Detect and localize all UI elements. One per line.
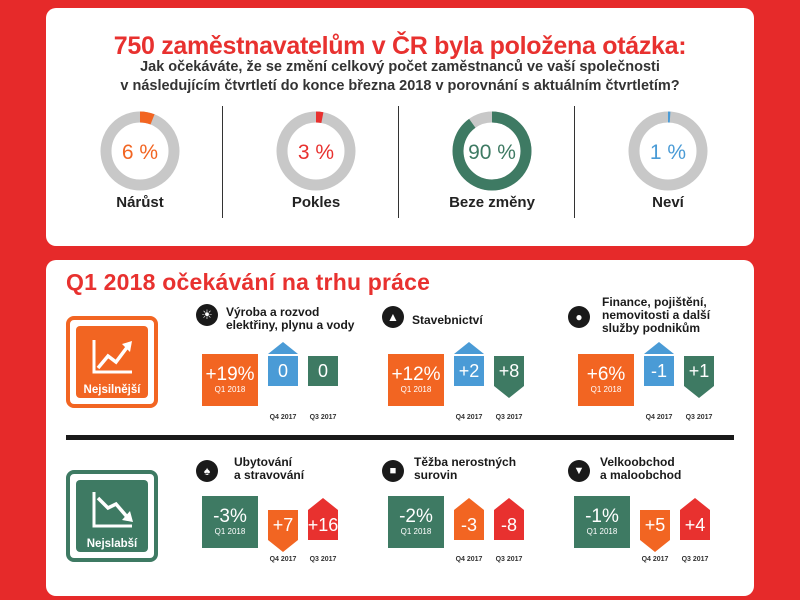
- trend-up-arrow: [268, 342, 298, 354]
- chart-up-icon: Nejsilnější: [76, 326, 148, 398]
- donut-chart-no-change: 90 %: [452, 111, 532, 191]
- q4-caption: Q4 2017: [645, 414, 673, 421]
- q1-value-box: -2% Q1 2018: [388, 496, 444, 548]
- divider: [398, 106, 399, 218]
- q3-caption: Q3 2017: [681, 556, 709, 563]
- q4-value-box: +7: [268, 510, 298, 540]
- answer-value-increase: 6 %: [122, 141, 158, 164]
- q1-value-box: +12% Q1 2018: [388, 354, 444, 406]
- sector-mining: ■ Těžba nerostných surovin -2% Q1 2018 -3 …: [382, 456, 582, 596]
- q1-value-box: -3% Q1 2018: [202, 496, 258, 548]
- trend-up-arrow: [308, 498, 338, 510]
- q4-value-box: -1: [644, 356, 674, 386]
- strongest-label: Nejsilnější: [83, 384, 141, 396]
- answer-value-decrease: 3 %: [298, 141, 334, 164]
- q4-caption: Q4 2017: [269, 556, 297, 563]
- sector-construction: ▲ Stavebnictví +12% Q1 2018 +2 +8 Q4 2017…: [382, 304, 582, 444]
- q3-caption: Q3 2017: [309, 556, 337, 563]
- trend-up-arrow: [454, 342, 484, 354]
- answer-value-dont-know: 1 %: [650, 141, 686, 164]
- donut-arc-increase: [100, 111, 180, 191]
- trend-down-arrow: [640, 540, 670, 552]
- weakest-badge: Nejslabší: [66, 470, 158, 562]
- survey-question-line2: v následujícím čtvrtletí do konce března…: [120, 78, 680, 94]
- donut-arc-dont-know: [628, 111, 708, 191]
- traffic-cone-icon: ▲: [382, 306, 404, 328]
- trend-up-arrow: [494, 498, 524, 510]
- trend-down-arrow: [684, 386, 714, 398]
- donut-chart-decrease: 3 %: [276, 111, 356, 191]
- sector-name: Finance, pojištění, nemovitosti a další sl…: [602, 295, 711, 335]
- piggy-bank-icon: ●: [568, 306, 590, 328]
- q3-value-box: +1: [684, 356, 714, 386]
- q1-value-box: +19% Q1 2018: [202, 354, 258, 406]
- q3-caption: Q3 2017: [495, 556, 523, 563]
- answer-label-no-change: Beze změny: [449, 194, 535, 211]
- q4-value-box: +2: [454, 356, 484, 386]
- divider: [574, 106, 575, 218]
- answer-label-dont-know: Neví: [652, 194, 684, 211]
- answer-decrease: 3 % Pokles: [228, 108, 404, 223]
- sector-name: Výroba a rozvod elektřiny, plynu a vody: [226, 305, 355, 332]
- answer-label-decrease: Pokles: [291, 194, 341, 211]
- q3-caption: Q3 2017: [685, 414, 713, 421]
- q3-caption: Q3 2017: [495, 414, 523, 421]
- outlook-title: Q1 2018 očekávání na trhu práce: [66, 269, 431, 295]
- q4-caption: Q4 2017: [641, 556, 669, 563]
- section-divider: [66, 435, 734, 440]
- q4-caption: Q4 2017: [455, 556, 483, 563]
- answer-value-no-change: 90 %: [468, 141, 516, 164]
- q3-value-box: 0: [308, 356, 338, 386]
- answer-no-change: 90 % Beze změny: [404, 108, 580, 223]
- weakest-label: Nejslabší: [86, 538, 138, 550]
- shopping-cart-icon: ▼: [568, 460, 590, 482]
- trend-up-arrow: [680, 498, 710, 510]
- bottle-icon: ♠: [196, 460, 218, 482]
- trend-down-arrow: [268, 540, 298, 552]
- q1-value-box: +6% Q1 2018: [578, 354, 634, 406]
- q3-value-box: +4: [680, 510, 710, 540]
- divider: [222, 106, 223, 218]
- trend-down-arrow: [494, 386, 524, 398]
- q3-value-box: -8: [494, 510, 524, 540]
- sector-name: Velkoobchod a maloobchod: [600, 455, 682, 482]
- survey-title: 750 zaměstnavatelům v ČR byla položena o…: [113, 32, 687, 60]
- trend-up-arrow: [454, 498, 484, 510]
- answer-label-increase: Nárůst: [116, 194, 164, 211]
- q3-value-box: +16: [308, 510, 338, 540]
- q1-value-box: -1% Q1 2018: [574, 496, 630, 548]
- survey-panel: 750 zaměstnavatelům v ČR byla položena o…: [46, 8, 754, 246]
- donut-chart-increase: 6 %: [100, 111, 180, 191]
- lightbulb-icon: ☀: [196, 304, 218, 326]
- q3-caption: Q3 2017: [309, 414, 337, 421]
- sector-name: Ubytování a stravování: [234, 455, 305, 482]
- donut-arc-no-change: [452, 111, 532, 191]
- q4-value-box: 0: [268, 356, 298, 386]
- sector-finance: ● Finance, pojištění, nemovitosti a další…: [568, 296, 768, 436]
- outlook-panel: Q1 2018 očekávání na trhu práce Nejsilně…: [46, 260, 754, 596]
- answer-increase: 6 % Nárůst: [52, 108, 228, 223]
- sector-name: Těžba nerostných surovin: [414, 455, 517, 482]
- survey-question-line1: Jak očekáváte, že se změní celkový počet…: [140, 59, 660, 75]
- sector-energy: ☀ Výroba a rozvod elektřiny, plynu a vody…: [196, 304, 396, 444]
- strongest-badge: Nejsilnější: [66, 316, 158, 408]
- q4-value-box: +5: [640, 510, 670, 540]
- mining-truck-icon: ■: [382, 460, 404, 482]
- chart-down-icon: Nejslabší: [76, 480, 148, 552]
- sector-name: Stavebnictví: [412, 313, 483, 327]
- q4-caption: Q4 2017: [455, 414, 483, 421]
- sector-trade: ▼ Velkoobchod a maloobchod -1% Q1 2018 +5 …: [568, 456, 768, 596]
- answer-dont-know: 1 % Neví: [580, 108, 756, 223]
- donut-chart-dont-know: 1 %: [628, 111, 708, 191]
- sector-accommodation: ♠ Ubytování a stravování -3% Q1 2018 +7 +1…: [196, 456, 396, 596]
- trend-up-arrow: [644, 342, 674, 354]
- q4-value-box: -3: [454, 510, 484, 540]
- donut-arc-decrease: [276, 111, 356, 191]
- q4-caption: Q4 2017: [269, 414, 297, 421]
- q3-value-box: +8: [494, 356, 524, 386]
